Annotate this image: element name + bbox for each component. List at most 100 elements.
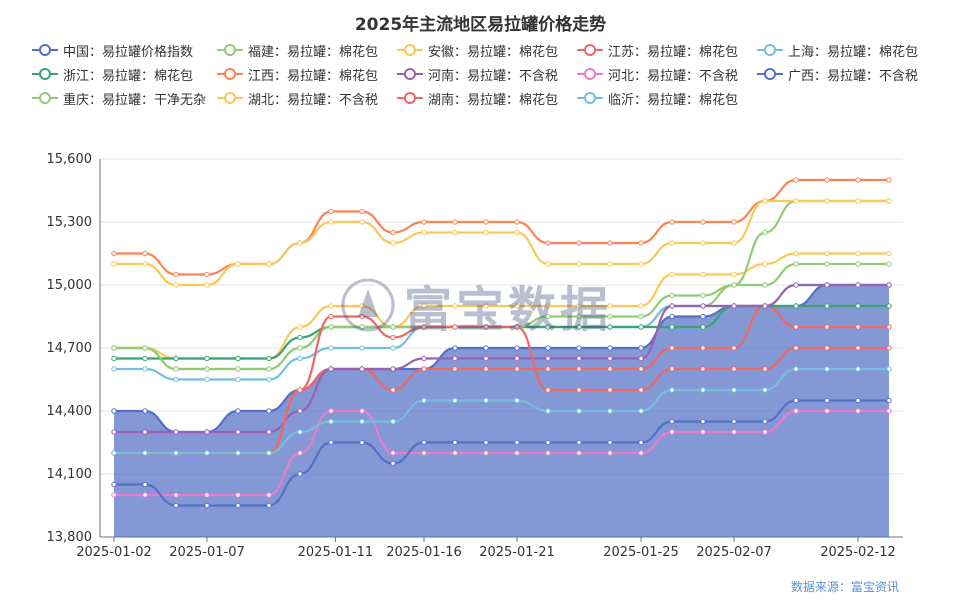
data-point: [483, 355, 489, 362]
legend-swatch-icon: [757, 44, 783, 56]
data-point: [514, 439, 520, 446]
data-point: [576, 439, 582, 446]
legend-swatch-icon: [577, 92, 603, 104]
data-point: [142, 408, 148, 414]
data-point: [731, 387, 737, 393]
data-point: [142, 450, 148, 456]
data-point: [359, 366, 365, 372]
x-tick-label: 2025-01-07: [169, 545, 245, 560]
data-point: [173, 366, 179, 372]
legend-item[interactable]: 湖北：易拉罐：不含税: [217, 88, 378, 108]
data-point: [886, 366, 892, 372]
data-point: [328, 418, 334, 425]
data-point: [576, 366, 582, 372]
legend-swatch-icon: [397, 92, 423, 104]
data-point: [514, 229, 520, 236]
data-point: [204, 492, 210, 498]
data-point: [173, 282, 179, 288]
data-point: [452, 439, 458, 446]
chart-title: 2025年主流地区易拉罐价格走势: [354, 15, 607, 35]
data-point: [421, 303, 427, 309]
data-point: [576, 345, 582, 351]
data-point: [824, 303, 830, 309]
legend-item[interactable]: 江西：易拉罐：棉花包: [217, 64, 378, 84]
data-point: [700, 271, 706, 278]
data-point: [266, 408, 272, 414]
data-point: [328, 219, 334, 225]
data-point: [824, 177, 830, 183]
data-point: [855, 303, 861, 309]
data-point: [576, 387, 582, 393]
data-point: [762, 303, 768, 309]
data-point: [700, 219, 706, 225]
data-point: [669, 345, 675, 351]
data-point: [731, 219, 737, 225]
data-point: [297, 334, 303, 341]
legend-item[interactable]: 浙江：易拉罐：棉花包: [32, 64, 193, 84]
data-point: [390, 450, 396, 456]
data-point: [452, 303, 458, 309]
data-point: [731, 418, 737, 425]
data-point: [111, 492, 117, 498]
data-point: [638, 450, 644, 456]
data-point: [886, 345, 892, 351]
data-point: [607, 408, 613, 414]
data-point: [421, 439, 427, 446]
legend-item[interactable]: 上海：易拉罐：棉花包: [757, 40, 918, 60]
data-point: [359, 208, 365, 215]
data-point: [638, 387, 644, 393]
data-point: [545, 240, 551, 246]
legend-item[interactable]: 安徽：易拉罐：棉花包: [397, 40, 558, 60]
data-point: [607, 387, 613, 393]
data-point: [669, 418, 675, 425]
data-point: [452, 397, 458, 404]
data-point: [266, 492, 272, 498]
data-point: [607, 366, 613, 372]
legend-item[interactable]: 福建：易拉罐：棉花包: [217, 40, 378, 60]
data-point: [886, 408, 892, 414]
y-tick-label: 14,400: [47, 404, 93, 419]
data-point: [297, 345, 303, 351]
series-group: [111, 198, 892, 288]
data-point: [452, 345, 458, 351]
data-point: [793, 198, 799, 204]
data-point: [514, 355, 520, 362]
data-point: [638, 240, 644, 246]
data-point: [235, 376, 241, 383]
data-point: [514, 450, 520, 456]
data-point: [824, 408, 830, 414]
legend-item[interactable]: 重庆：易拉罐：干净无杂: [32, 88, 206, 108]
data-point: [328, 303, 334, 309]
legend-item[interactable]: 中国：易拉罐价格指数: [32, 40, 193, 60]
legend-item[interactable]: 河北：易拉罐：不含税: [577, 64, 738, 84]
legend-item[interactable]: 临沂：易拉罐：棉花包: [577, 88, 738, 108]
data-point: [824, 282, 830, 288]
data-point: [421, 229, 427, 236]
series-group: [111, 366, 892, 456]
data-point: [483, 366, 489, 372]
data-point: [731, 271, 737, 278]
legend-label: 江西：易拉罐：棉花包: [248, 68, 379, 84]
data-point: [700, 366, 706, 372]
legend-item[interactable]: 河南：易拉罐：不含税: [397, 64, 558, 84]
data-point: [669, 387, 675, 393]
data-point: [142, 250, 148, 257]
legend-label: 河南：易拉罐：不含税: [428, 68, 559, 84]
watermark-logo-icon: [341, 278, 395, 332]
data-point: [762, 282, 768, 288]
data-point: [607, 345, 613, 351]
data-point: [328, 439, 334, 446]
legend-swatch-icon: [397, 68, 423, 80]
data-point: [669, 292, 675, 299]
data-point: [793, 324, 799, 330]
legend-item[interactable]: 广西：易拉罐：不含税: [757, 64, 918, 84]
data-point: [421, 450, 427, 456]
data-point: [266, 450, 272, 456]
data-point: [483, 219, 489, 225]
data-point: [545, 387, 551, 393]
legend-item[interactable]: 江苏：易拉罐：棉花包: [577, 40, 738, 60]
legend-item[interactable]: 湖南：易拉罐：棉花包: [397, 88, 558, 108]
data-point: [390, 345, 396, 351]
data-point: [297, 387, 303, 393]
data-point: [793, 397, 799, 404]
